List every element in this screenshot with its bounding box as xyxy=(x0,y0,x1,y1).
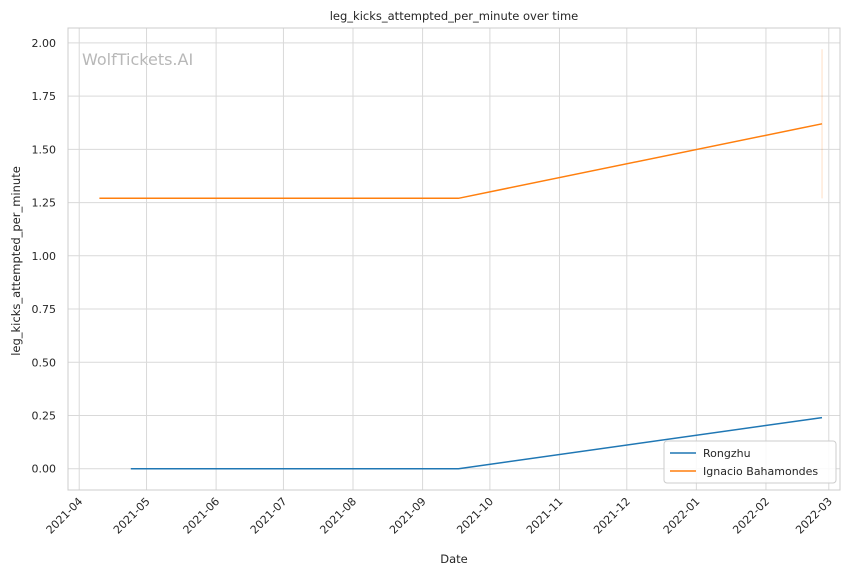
x-tick-label: 2022-03 xyxy=(793,495,835,537)
x-tick-label: 2022-01 xyxy=(661,495,703,537)
grid xyxy=(68,28,840,490)
y-tick-label: 0.75 xyxy=(32,303,57,316)
legend-label: Ignacio Bahamondes xyxy=(703,465,818,478)
x-tick-label: 2021-11 xyxy=(524,495,566,537)
x-tick-label: 2021-04 xyxy=(44,495,86,537)
y-tick-label: 1.00 xyxy=(32,250,57,263)
legend: Rongzhu Ignacio Bahamondes xyxy=(663,440,837,484)
x-axis-title: Date xyxy=(440,552,468,566)
y-tick-label: 1.75 xyxy=(32,90,57,103)
y-tick-labels: 0.00 0.25 0.50 0.75 1.00 1.25 1.50 1.75 2.00 xyxy=(32,37,57,476)
x-tick-label: 2021-05 xyxy=(111,495,153,537)
y-tick-label: 1.50 xyxy=(32,143,57,156)
x-tick-labels: 2021-04 2021-05 2021-06 2021-07 2021-08 2021-… xyxy=(44,495,835,537)
x-tick-label: 2021-06 xyxy=(181,495,223,537)
x-tick-label: 2021-07 xyxy=(248,495,290,537)
y-tick-label: 0.25 xyxy=(32,409,57,422)
y-tick-label: 0.00 xyxy=(32,463,57,476)
chart-title: leg_kicks_attempted_per_minute over time xyxy=(330,9,579,23)
plot-frame xyxy=(67,27,841,491)
x-tick-label: 2021-10 xyxy=(454,495,496,537)
watermark: WolfTickets.AI xyxy=(82,50,193,69)
series-line xyxy=(130,416,823,470)
legend-box xyxy=(663,440,837,484)
y-axis-title: leg_kicks_attempted_per_minute xyxy=(9,166,23,356)
y-tick-label: 2.00 xyxy=(32,37,57,50)
x-tick-label: 2021-08 xyxy=(317,495,359,537)
x-tick-label: 2021-12 xyxy=(591,495,633,537)
series-line xyxy=(99,123,823,200)
y-tick-label: 1.25 xyxy=(32,197,57,210)
y-tick-label: 0.50 xyxy=(32,356,57,369)
x-tick-label: 2021-09 xyxy=(387,495,429,537)
series-lines xyxy=(99,123,823,470)
legend-label: Rongzhu xyxy=(703,447,751,460)
x-tick-label: 2022-02 xyxy=(730,495,772,537)
